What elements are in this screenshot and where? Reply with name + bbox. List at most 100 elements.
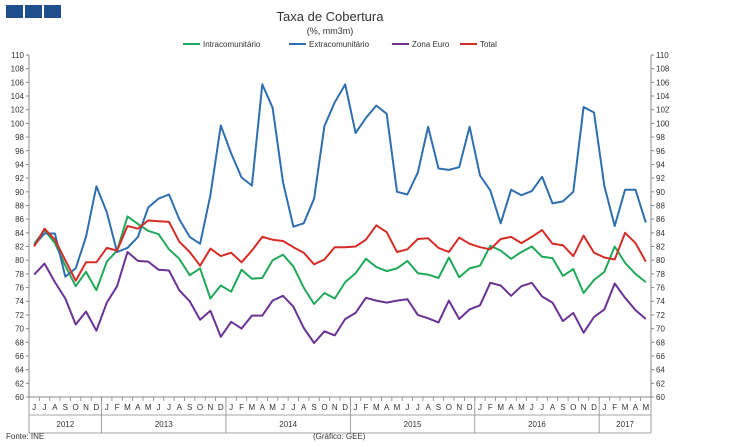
source-note: Fonte: INE	[6, 432, 44, 441]
y-tick-label-right: 92	[656, 174, 665, 183]
x-tick-label: A	[260, 403, 266, 412]
x-tick-label: D	[93, 403, 99, 412]
y-tick-label-right: 60	[656, 393, 665, 402]
x-tick-label: M	[249, 403, 256, 412]
y-tick-label-right: 102	[656, 106, 670, 115]
y-tick-label-left: 86	[15, 215, 24, 224]
axes: 60 60 62 62 64 64 66 66 68 68 70 70 72 72 74 74 76 76 78 78…	[11, 51, 670, 434]
x-tick-label: M	[497, 403, 504, 412]
x-tick-label: M	[518, 403, 525, 412]
y-tick-label-left: 96	[15, 147, 24, 156]
y-tick-label-left: 72	[15, 311, 24, 320]
x-tick-label: J	[478, 403, 482, 412]
y-tick-label-left: 76	[15, 284, 24, 293]
legend-label: Intracomunitário	[203, 40, 261, 49]
x-tick-label: S	[560, 403, 565, 412]
y-tick-label-right: 88	[656, 201, 665, 210]
x-tick-label: J	[354, 403, 358, 412]
y-tick-label-right: 84	[656, 229, 665, 238]
x-tick-label: M	[124, 403, 131, 412]
x-tick-label: N	[581, 403, 587, 412]
brand-logo-block	[25, 5, 42, 18]
y-tick-label-left: 106	[11, 78, 25, 87]
x-tick-label: M	[622, 403, 629, 412]
y-tick-label-right: 68	[656, 338, 665, 347]
brand-logo-block	[6, 5, 23, 18]
x-tick-label: F	[363, 403, 368, 412]
year-label: 2013	[155, 420, 173, 429]
y-tick-label-right: 90	[656, 188, 665, 197]
y-tick-label-left: 90	[15, 188, 24, 197]
y-tick-label-right: 74	[656, 297, 665, 306]
year-label: 2016	[528, 420, 546, 429]
x-tick-label: J	[229, 403, 233, 412]
y-tick-label-left: 64	[15, 366, 24, 375]
y-tick-label-left: 74	[15, 297, 24, 306]
x-tick-label: D	[342, 403, 348, 412]
x-tick-label: J	[416, 403, 420, 412]
brand-logo-block	[44, 5, 61, 18]
y-tick-label-left: 66	[15, 352, 24, 361]
x-tick-label: O	[197, 403, 203, 412]
x-tick-label: N	[208, 403, 214, 412]
year-label: 2014	[279, 420, 297, 429]
legend: Intracomunitário Extracomunitário Zona Eur…	[183, 40, 497, 49]
legend-label: Zona Euro	[412, 40, 450, 49]
x-tick-label: N	[332, 403, 338, 412]
x-tick-label: J	[291, 403, 295, 412]
year-label: 2015	[404, 420, 422, 429]
y-tick-label-left: 104	[11, 92, 25, 101]
x-tick-label: A	[177, 403, 183, 412]
x-tick-label: A	[550, 403, 556, 412]
y-tick-label-right: 66	[656, 352, 665, 361]
x-tick-label: S	[311, 403, 316, 412]
y-tick-label-right: 106	[656, 78, 670, 87]
x-tick-label: N	[83, 403, 89, 412]
x-tick-label: F	[115, 403, 120, 412]
year-label: 2017	[616, 420, 634, 429]
x-tick-label: S	[187, 403, 192, 412]
y-tick-label-left: 80	[15, 256, 24, 265]
x-tick-label: O	[73, 403, 79, 412]
x-tick-label: A	[508, 403, 514, 412]
y-tick-label-left: 108	[11, 65, 25, 74]
legend-label: Total	[480, 40, 497, 49]
x-tick-label: J	[405, 403, 409, 412]
y-tick-label-right: 100	[656, 119, 670, 128]
chart-subtitle: (%, mm3m)	[307, 26, 354, 36]
x-tick-label: J	[157, 403, 161, 412]
x-tick-label: F	[488, 403, 493, 412]
y-tick-label-right: 82	[656, 243, 665, 252]
y-tick-label-left: 88	[15, 201, 24, 210]
y-tick-label-right: 104	[656, 92, 670, 101]
x-tick-label: S	[436, 403, 441, 412]
y-tick-label-right: 108	[656, 65, 670, 74]
x-tick-label: A	[633, 403, 639, 412]
x-tick-label: D	[218, 403, 224, 412]
series-group	[33, 83, 647, 344]
x-tick-label: F	[612, 403, 617, 412]
x-tick-label: M	[145, 403, 152, 412]
x-tick-label: O	[321, 403, 327, 412]
x-tick-label: M	[642, 403, 649, 412]
y-tick-label-left: 82	[15, 243, 24, 252]
series-line	[33, 219, 647, 282]
y-tick-label-left: 78	[15, 270, 24, 279]
y-tick-label-left: 100	[11, 119, 25, 128]
y-tick-label-left: 92	[15, 174, 24, 183]
y-tick-label-right: 64	[656, 366, 665, 375]
y-tick-label-left: 98	[15, 133, 24, 142]
y-tick-label-left: 110	[11, 51, 24, 60]
x-tick-label: J	[105, 403, 109, 412]
y-tick-label-left: 94	[15, 160, 24, 169]
y-tick-label-left: 68	[15, 338, 24, 347]
x-tick-label: J	[281, 403, 285, 412]
y-tick-label-right: 86	[656, 215, 665, 224]
y-tick-label-right: 96	[656, 147, 665, 156]
y-tick-label-left: 70	[15, 325, 24, 334]
y-tick-label-right: 80	[656, 256, 665, 265]
x-tick-label: D	[467, 403, 473, 412]
x-tick-label: M	[373, 403, 380, 412]
x-tick-label: A	[425, 403, 431, 412]
